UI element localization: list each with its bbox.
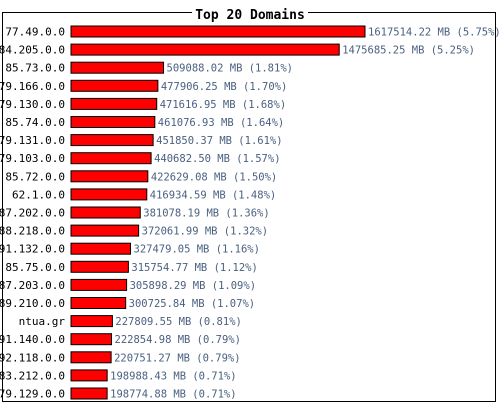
value-label: 1617514.22 MB (5.75%) [368,27,500,39]
bar [70,25,366,38]
category-label: 79.103.0.0 [0,152,65,165]
bar [70,188,148,201]
value-label: 198774.88 MB (0.71%) [110,389,236,401]
bar [70,351,112,364]
category-label: ntua.gr [19,315,66,328]
bar [70,134,154,147]
bar [70,278,128,291]
bar [70,315,113,328]
category-label: 87.202.0.0 [0,207,65,220]
category-label: 79.130.0.0 [0,98,65,111]
category-label: 85.73.0.0 [5,62,65,75]
value-label: 227809.55 MB (0.81%) [115,316,241,328]
category-label: 92.118.0.0 [0,351,65,364]
category-label: 85.74.0.0 [5,116,65,129]
value-label: 416934.59 MB (1.48%) [150,189,276,201]
chart-title: Top 20 Domains [192,8,308,23]
value-label: 451850.37 MB (1.61%) [156,135,282,147]
value-label: 300725.84 MB (1.07%) [129,298,255,310]
chart-title-wrap: Top 20 Domains [0,4,500,23]
value-label: 422629.08 MB (1.50%) [151,171,277,183]
bar [70,170,149,183]
category-label: 87.203.0.0 [0,279,65,292]
category-label: 88.218.0.0 [0,225,65,238]
bar [70,79,159,92]
value-label: 327479.05 MB (1.16%) [134,244,260,256]
bar [70,297,127,309]
bar [70,333,113,346]
value-label: 471616.95 MB (1.68%) [160,99,286,111]
bar [70,206,141,219]
category-label: 84.205.0.0 [0,44,65,57]
bar [70,387,108,400]
value-label: 315754.77 MB (1.12%) [131,262,257,274]
category-label: 77.49.0.0 [5,26,65,39]
category-label: 85.72.0.0 [5,170,65,183]
value-label: 372061.99 MB (1.32%) [142,226,268,238]
bar [70,43,340,56]
category-label: 83.212.0.0 [0,369,65,382]
value-label: 440682.50 MB (1.57%) [154,153,280,165]
category-label: 89.210.0.0 [0,297,65,310]
value-label: 1475685.25 MB (5.25%) [342,45,475,57]
bar [70,242,132,255]
category-label: 91.132.0.0 [0,243,65,256]
value-label: 477906.25 MB (1.70%) [161,81,287,93]
category-label: 91.140.0.0 [0,333,65,346]
bar [70,97,158,110]
category-label: 62.1.0.0 [12,188,65,201]
category-label: 79.129.0.0 [0,388,65,401]
bar [70,369,108,382]
category-label: 79.166.0.0 [0,80,65,93]
bar [70,260,129,273]
bar [70,224,140,237]
value-label: 381078.19 MB (1.36%) [143,208,269,220]
bar [70,152,152,165]
value-label: 222854.98 MB (0.79%) [115,334,241,346]
bar [70,116,156,128]
category-label: 79.131.0.0 [0,134,65,147]
value-label: 509088.02 MB (1.81%) [167,63,293,75]
category-label: 85.75.0.0 [5,261,65,274]
value-label: 305898.29 MB (1.09%) [130,280,256,292]
bar [70,61,165,74]
value-label: 461076.93 MB (1.64%) [158,117,284,129]
value-label: 198988.43 MB (0.71%) [110,370,236,382]
value-label: 220751.27 MB (0.79%) [114,352,240,364]
